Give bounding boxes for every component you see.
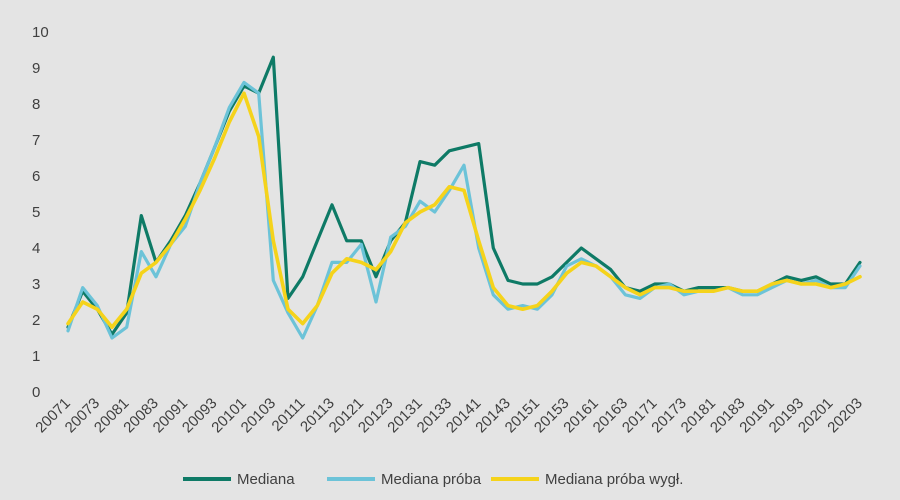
legend-label: Mediana — [237, 471, 295, 488]
y-tick-label: 3 — [32, 276, 40, 293]
legend-label: Mediana próba — [381, 471, 482, 488]
y-tick-label: 9 — [32, 60, 40, 77]
y-tick-label: 6 — [32, 168, 40, 185]
y-tick-label: 7 — [32, 132, 40, 149]
y-tick-label: 1 — [32, 348, 40, 365]
y-tick-label: 5 — [32, 204, 40, 221]
series-group — [66, 55, 862, 340]
x-axis: 2007120073200812008320091200932010120103… — [32, 395, 866, 437]
y-tick-label: 4 — [32, 240, 40, 257]
legend-label: Mediana próba wygł. — [545, 471, 683, 488]
y-axis: 0 1 2 3 4 5 6 7 8 9 10 — [32, 24, 49, 401]
y-tick-label: 10 — [32, 24, 49, 41]
y-tick-label: 0 — [32, 384, 40, 401]
y-tick-label: 8 — [32, 96, 40, 113]
series-line — [66, 91, 862, 330]
y-tick-label: 2 — [32, 312, 40, 329]
legend: Mediana Mediana próba Mediana próba wygł. — [183, 471, 683, 488]
